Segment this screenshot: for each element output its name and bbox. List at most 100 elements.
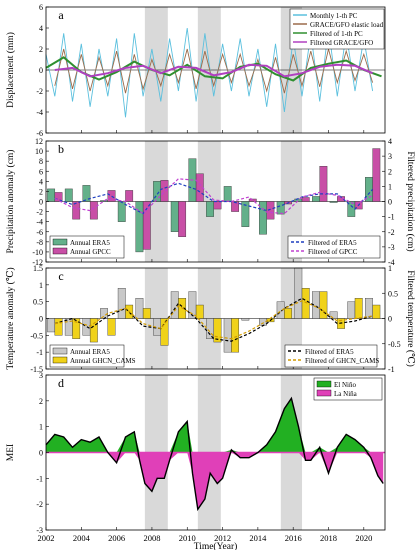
y-tick-label: 0 xyxy=(39,198,43,207)
legend-box xyxy=(49,235,125,259)
x-tick-label: 2016 xyxy=(285,533,302,543)
ghcn-cams-bar xyxy=(195,304,204,319)
y2-tick-label: -1 xyxy=(388,365,395,374)
gpcc-bar xyxy=(248,198,257,202)
legend-entry: El Niño xyxy=(334,381,356,389)
legend-entry: Filtered of ERA5 xyxy=(308,239,357,247)
y-tick-label: -8 xyxy=(36,238,43,247)
legend-swatch xyxy=(316,389,332,397)
era5-temp-bar xyxy=(294,267,303,319)
y-tick-label: -1 xyxy=(36,474,43,483)
x-tick-label: 2008 xyxy=(143,533,160,543)
y-tick-label: -1.5 xyxy=(30,365,43,374)
y-tick-label: -0.5 xyxy=(30,331,43,340)
legend-entry: Filtered of ERA5 xyxy=(305,348,354,356)
legend-box xyxy=(287,235,381,259)
legend-box xyxy=(49,344,125,368)
y2-axis-label: Filtered precipitation (cm) xyxy=(405,151,416,251)
x-tick-label: 2018 xyxy=(320,533,337,543)
filtered-era5-temp-line xyxy=(54,297,373,342)
y-tick-label: 1 xyxy=(39,423,43,432)
y-axis-label: Displacement (mm) xyxy=(5,32,16,108)
era5-precip-bar xyxy=(100,200,108,202)
legend-entry: Filtered of GPCC xyxy=(308,248,358,256)
y2-tick-label: 0 xyxy=(388,198,392,207)
y-tick-label: -4 xyxy=(36,108,43,117)
gpcc-bar xyxy=(89,201,98,220)
ghcn-cams-bar xyxy=(160,318,169,346)
panel-letter: b xyxy=(58,142,64,156)
x-tick-label: 2004 xyxy=(73,533,91,543)
legend-swatch xyxy=(52,247,68,255)
x-tick-label: 2006 xyxy=(108,533,125,543)
era5-temp-bar xyxy=(135,298,144,319)
era5-precip-bar xyxy=(47,188,56,202)
ghcn-cams-bar xyxy=(301,288,310,319)
gpcc-bar xyxy=(125,190,134,202)
legend-entry: Annual GPCC xyxy=(70,248,111,256)
y-tick-label: 0 xyxy=(39,315,43,324)
y-tick-label: 4 xyxy=(39,177,43,186)
y2-tick-label: -3 xyxy=(388,243,395,252)
era5-precip-bar xyxy=(170,201,179,232)
x-tick-label: 2010 xyxy=(179,533,196,543)
gpcc-bar xyxy=(266,201,275,220)
y-tick-label: 10 xyxy=(35,147,43,156)
legend-swatch xyxy=(52,356,68,364)
y2-tick-label: 4 xyxy=(388,137,392,146)
y-tick-label: 6 xyxy=(39,167,43,176)
y-tick-label: 2 xyxy=(39,397,43,406)
y-tick-label: 2 xyxy=(39,187,43,196)
panel-letter: a xyxy=(58,8,64,22)
y-tick-label: -6 xyxy=(36,129,43,138)
gpcc-bar xyxy=(107,190,116,202)
era5-precip-bar xyxy=(365,177,373,202)
legend-entry: GRACE/GFO elastic load xyxy=(310,21,384,29)
legend-box xyxy=(284,344,378,368)
legend-entry: Annual ERA5 xyxy=(70,348,110,356)
gpcc-bar xyxy=(54,192,63,202)
ghcn-cams-bar xyxy=(284,308,292,319)
era5-temp-bar xyxy=(188,291,197,319)
era5-temp-bar xyxy=(329,311,338,319)
gpcc-bar xyxy=(301,197,310,202)
y2-tick-label: 0 xyxy=(388,315,392,324)
grace-elastic-line xyxy=(54,48,374,94)
y2-tick-label: -4 xyxy=(388,258,395,267)
y-tick-label: -4 xyxy=(36,218,43,227)
x-tick-label: 2012 xyxy=(214,533,231,543)
filtered-pc-line xyxy=(45,56,382,82)
ghcn-cams-bar xyxy=(372,304,381,319)
gpcc-bar xyxy=(142,201,151,250)
gpcc-bar xyxy=(319,166,328,202)
ghcn-cams-bar xyxy=(319,291,328,319)
y-tick-label: 4 xyxy=(39,24,43,33)
era5-temp-bar xyxy=(259,318,267,326)
panel-c: -1.5 -1 -0.5 0 0.5 1 1.5 Temperature anomaly (℃… xyxy=(5,264,416,374)
y-axis-label: MEI xyxy=(6,444,16,461)
y-tick-label: 3 xyxy=(39,371,43,380)
y2-tick-label: 0.5 xyxy=(388,289,398,298)
gpcc-bar xyxy=(195,173,204,202)
legend-entry: La Niña xyxy=(334,390,358,398)
legend-entry: Annual GHCN_CAMS xyxy=(70,357,136,365)
legend-entry: Filtered of GHCN_CAMS xyxy=(305,357,379,365)
x-tick-label: 2014 xyxy=(249,533,267,543)
gpcc-bar xyxy=(372,148,381,202)
era5-precip-bar xyxy=(329,201,338,203)
y-tick-label: 0 xyxy=(39,66,43,75)
ghcn-cams-bar xyxy=(54,318,63,336)
y-tick-label: 8 xyxy=(39,157,43,166)
era5-precip-bar xyxy=(276,201,285,215)
ghcn-cams-bar xyxy=(231,318,240,353)
gpcc-bar xyxy=(72,201,81,220)
era5-temp-bar xyxy=(347,301,356,319)
filtered-era5-precip-line xyxy=(54,182,374,215)
ghcn-cams-bar xyxy=(107,318,116,336)
filtered-ghcn-cams-line xyxy=(54,300,373,340)
y2-tick-label: 1 xyxy=(388,264,392,273)
y-tick-label: 1 xyxy=(39,281,43,290)
monthly-pc-line xyxy=(45,27,374,118)
